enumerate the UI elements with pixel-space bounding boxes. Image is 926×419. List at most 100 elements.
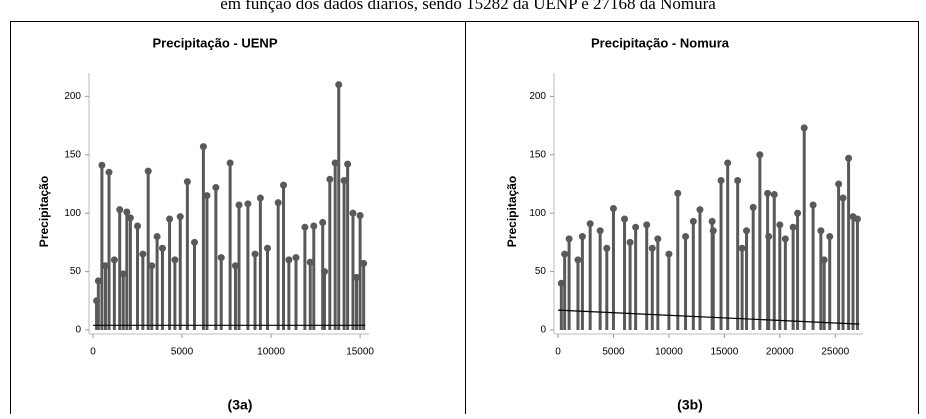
stem-point bbox=[835, 180, 843, 188]
y-axis-label: Precipitação bbox=[505, 176, 519, 247]
y-tick-label: 0 bbox=[75, 325, 81, 336]
stem-point bbox=[809, 201, 817, 209]
y-tick-label: 50 bbox=[535, 266, 547, 277]
stem-point bbox=[789, 223, 797, 231]
stem-point bbox=[280, 181, 288, 189]
stem-point bbox=[119, 270, 127, 278]
stem-point bbox=[565, 235, 573, 243]
x-tick-label: 5000 bbox=[602, 347, 625, 358]
stem-point bbox=[158, 244, 166, 252]
stem-point bbox=[709, 227, 717, 235]
chart-title: Precipitação - Nomura bbox=[591, 35, 730, 50]
stem-point bbox=[176, 213, 184, 221]
stem-point bbox=[306, 258, 314, 266]
stem-point bbox=[105, 168, 113, 176]
stem-point bbox=[331, 159, 339, 167]
stem-point bbox=[148, 262, 156, 270]
stem-point bbox=[586, 220, 594, 228]
x-tick-label: 10000 bbox=[655, 347, 683, 358]
stem-point bbox=[776, 221, 784, 229]
stem-point bbox=[609, 205, 617, 213]
stem-point bbox=[621, 215, 629, 223]
stem-point bbox=[781, 235, 789, 243]
stem-point bbox=[166, 215, 174, 223]
y-tick-label: 100 bbox=[529, 208, 546, 219]
stem-point bbox=[596, 227, 604, 235]
stem-point bbox=[231, 262, 239, 270]
stem-point bbox=[561, 250, 569, 258]
stem-point bbox=[134, 222, 142, 230]
stem-point bbox=[344, 160, 352, 168]
stem-point bbox=[643, 221, 651, 229]
y-tick-label: 150 bbox=[529, 149, 546, 160]
stem-point bbox=[717, 176, 725, 184]
stem-point bbox=[335, 81, 343, 89]
stem-point bbox=[126, 214, 134, 222]
stem-point bbox=[578, 233, 586, 241]
x-tick-label: 15000 bbox=[710, 347, 738, 358]
stem-point bbox=[665, 250, 673, 258]
stem-point bbox=[251, 250, 259, 258]
stem-point bbox=[101, 262, 109, 270]
stem-point bbox=[626, 238, 634, 246]
stem-point bbox=[574, 256, 582, 264]
stem-point bbox=[301, 223, 309, 231]
stem-point bbox=[256, 194, 264, 202]
x-tick-label: 5000 bbox=[171, 347, 194, 358]
stem-point bbox=[839, 194, 847, 202]
stem-point bbox=[144, 167, 152, 175]
stem-point bbox=[724, 159, 732, 167]
panel-label: (3a) bbox=[228, 397, 253, 413]
stem-point bbox=[826, 233, 834, 241]
stem-point bbox=[94, 277, 102, 285]
stem-point bbox=[689, 217, 697, 225]
stem-point bbox=[743, 227, 751, 235]
stem-point bbox=[320, 268, 328, 276]
x-tick-label: 20000 bbox=[766, 347, 794, 358]
stem-point bbox=[356, 212, 364, 220]
stem-point bbox=[603, 244, 611, 252]
stem-point bbox=[632, 223, 640, 231]
y-tick-label: 200 bbox=[64, 91, 81, 102]
y-axis-label: Precipitação bbox=[37, 176, 51, 247]
stem-point bbox=[139, 250, 147, 258]
stem-point bbox=[749, 203, 757, 211]
x-tick-label: 10000 bbox=[257, 347, 285, 358]
caption: em função dos dados diários, sendo 15282… bbox=[220, 0, 716, 13]
stem-point bbox=[557, 279, 565, 287]
stem-point bbox=[845, 154, 853, 162]
y-tick-label: 50 bbox=[70, 266, 82, 277]
stem-point bbox=[360, 259, 368, 267]
stem-point bbox=[244, 200, 252, 208]
y-tick-label: 150 bbox=[64, 149, 81, 160]
stem-point bbox=[353, 273, 361, 281]
stem-point bbox=[310, 222, 318, 230]
stem-point bbox=[682, 233, 690, 241]
stem-point bbox=[226, 159, 234, 167]
y-tick-label: 200 bbox=[529, 91, 546, 102]
panel-border bbox=[465, 21, 919, 419]
stem-point bbox=[285, 256, 293, 264]
stem-point bbox=[800, 124, 808, 132]
y-tick-label: 0 bbox=[540, 325, 546, 336]
stem-point bbox=[708, 217, 716, 225]
stem-point bbox=[696, 206, 704, 214]
x-tick-label: 0 bbox=[555, 347, 561, 358]
stem-point bbox=[235, 201, 243, 209]
stem-point bbox=[738, 244, 746, 252]
x-tick-label: 15000 bbox=[346, 347, 374, 358]
stem-point bbox=[98, 161, 106, 169]
stem-point bbox=[734, 176, 742, 184]
trendline bbox=[557, 309, 860, 325]
stem-point bbox=[770, 190, 778, 198]
stem-point bbox=[853, 215, 861, 223]
stem-point bbox=[171, 256, 179, 264]
stem-point bbox=[349, 209, 357, 217]
stem-point bbox=[203, 192, 211, 200]
chart-title: Precipitação - UENP bbox=[153, 35, 278, 50]
stem-point bbox=[820, 256, 828, 264]
stem-point bbox=[326, 175, 334, 183]
stem-point bbox=[274, 199, 282, 207]
